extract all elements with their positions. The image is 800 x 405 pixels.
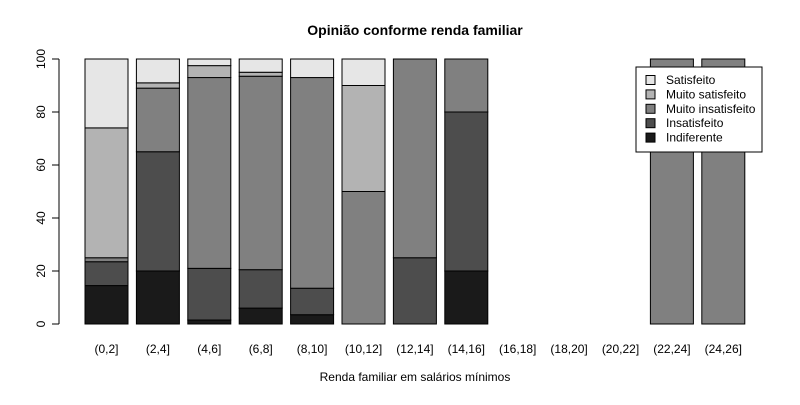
x-axis-label: Renda familiar em salários mínimos [320,370,511,384]
bar-segment [341,58,386,86]
legend-label: Indiferente [666,131,723,145]
x-tick-label: (22,24] [653,342,690,356]
bar-segment [84,127,129,259]
bar-segment [444,270,489,325]
bar-segment [187,319,232,325]
bar-segment [290,314,335,325]
bar-segment [444,58,489,113]
y-tick-label: 60 [34,158,48,172]
legend-swatch [645,132,656,143]
x-tick-label: (24,26] [705,342,742,356]
legend-label: Satisfeito [666,73,716,87]
bar-segment [392,257,437,325]
x-tick-label: (10,12] [345,342,382,356]
x-tick-label: (12,14] [396,342,433,356]
bar-segment [238,307,283,325]
y-tick-label: 80 [34,105,48,119]
bar-segment [187,65,232,79]
legend-box [635,66,763,153]
bar-segment [84,285,129,325]
bar-segment [290,77,335,289]
bar-segment [238,71,283,77]
bar-segment [84,257,129,263]
bar-segment [238,75,283,271]
bar-segment [290,287,335,316]
x-tick-label: (8,10] [297,342,328,356]
bar-segment [341,191,386,325]
bar-segment [84,261,129,287]
bar-segment [290,58,335,79]
x-tick-label: (16,18] [499,342,536,356]
bar-segment [135,87,180,153]
bar-segment [238,269,283,309]
x-tick-label: (18,20] [550,342,587,356]
legend-swatch [645,75,656,85]
x-tick-labels: (0,2] (2,4] (4,6] (6,8] (8,10] (10,12] (12,14]… [94,342,741,356]
legend-label: Insatisfeito [666,116,724,130]
bar-segment [444,111,489,272]
bar-segment [341,85,386,192]
bar-segment [187,58,232,67]
legend-swatch [645,118,656,129]
legend-swatch [645,103,656,114]
y-tick-label: 40 [34,211,48,225]
y-tick-label: 100 [34,49,48,69]
bar-segment [392,58,437,259]
bar-segment [135,151,180,272]
bar-segment [135,58,180,84]
y-tick-label: 0 [34,320,48,327]
bar-segment [238,58,283,73]
y-tick-label: 20 [34,264,48,278]
bar-segment [84,58,129,129]
bar-segment [187,267,232,321]
x-tick-label: (20,22] [602,342,639,356]
bar-segment [187,77,232,269]
legend-swatch [645,89,656,100]
x-tick-label: (2,4] [146,342,170,356]
legend-label: Muito insatisfeito [666,102,756,116]
x-tick-label: (6,8] [249,342,273,356]
x-tick-label: (0,2] [94,342,118,356]
y-axis: 0 20 40 60 80 100 [34,49,60,327]
chart-title: Opinião conforme renda familiar [307,22,523,38]
bar-segment [135,270,180,325]
x-tick-label: (4,6] [197,342,221,356]
x-tick-label: (14,16] [448,342,485,356]
legend-label: Muito satisfeito [666,87,746,101]
bar-segment [135,82,180,89]
